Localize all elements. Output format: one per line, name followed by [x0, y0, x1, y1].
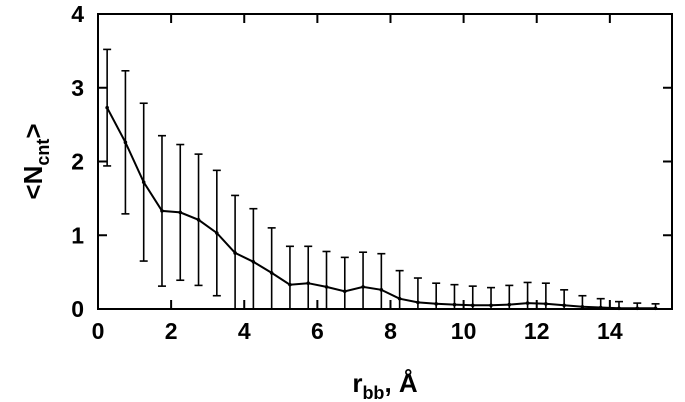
x-tick-label: 14: [597, 318, 623, 344]
x-tick-label: 2: [165, 318, 178, 344]
data-point: [470, 303, 475, 308]
data-point: [379, 288, 384, 292]
data-point: [306, 281, 311, 285]
y-tick-label: 4: [71, 1, 84, 27]
data-point: [123, 140, 128, 145]
data-point: [160, 209, 164, 213]
data-point: [342, 289, 347, 294]
data-point: [452, 302, 457, 307]
data-point: [251, 260, 256, 264]
y-axis-title-subscript: cnt: [33, 139, 53, 166]
data-point: [416, 300, 420, 305]
y-axis-title-main: N: [18, 166, 48, 185]
x-axis-title: rbb, Å: [352, 368, 418, 402]
data-point: [178, 210, 183, 215]
chart-marks: [103, 48, 660, 311]
x-axis-title-unit: , Å: [384, 368, 417, 398]
plot-frame: [97, 13, 673, 310]
data-point: [562, 303, 566, 308]
data-point: [361, 285, 365, 289]
data-point: [196, 217, 201, 222]
y-axis-title-close: >: [18, 123, 48, 138]
data-point: [233, 251, 237, 255]
data-point: [397, 296, 402, 301]
data-point: [489, 303, 493, 308]
data-point: [288, 282, 292, 287]
y-axis-title: <Ncnt>: [18, 123, 53, 199]
data-point: [324, 285, 329, 289]
data-point: [434, 302, 438, 306]
data-point: [269, 271, 274, 275]
y-axis-title-open: <: [18, 184, 48, 199]
data-point: [215, 231, 219, 235]
y-tick-label: 1: [71, 222, 84, 248]
y-tick-label: 0: [71, 296, 84, 322]
data-point: [525, 301, 530, 305]
x-tick-label: 6: [311, 318, 324, 344]
y-tick-label: 3: [71, 75, 84, 101]
x-tick-label: 0: [92, 318, 105, 344]
x-tick-label: 12: [524, 318, 550, 344]
x-axis-title-main: r: [352, 368, 362, 398]
y-tick-label: 2: [71, 149, 84, 175]
data-point: [544, 302, 548, 306]
data-point: [105, 105, 109, 110]
data-point: [141, 180, 146, 184]
x-tick-label: 4: [238, 318, 251, 344]
x-axis-title-subscript: bb: [362, 383, 384, 402]
x-tick-label: 10: [451, 318, 477, 344]
data-point: [507, 302, 512, 307]
x-tick-label: 8: [384, 318, 397, 344]
data-point: [580, 304, 585, 309]
